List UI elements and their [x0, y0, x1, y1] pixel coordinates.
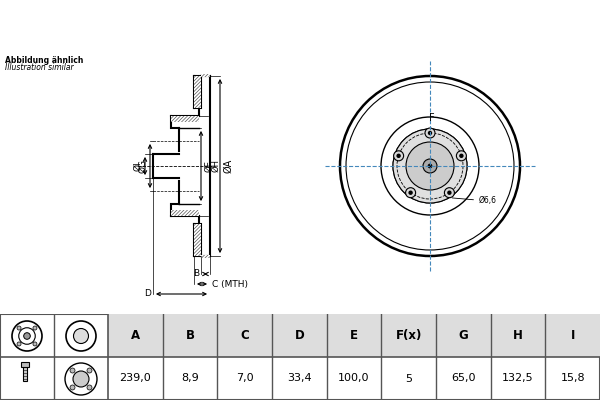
Text: ØI: ØI [133, 161, 142, 171]
Circle shape [428, 164, 432, 168]
Text: D: D [295, 329, 304, 342]
Text: Ø6,6: Ø6,6 [452, 196, 497, 206]
Text: C (MTH): C (MTH) [212, 280, 248, 288]
Text: B: B [193, 270, 199, 278]
Text: Abbildung ähnlich: Abbildung ähnlich [5, 56, 83, 65]
Circle shape [425, 128, 435, 138]
Text: F(x): F(x) [395, 329, 422, 342]
Text: ØH: ØH [211, 160, 220, 172]
Bar [171, 210, 199, 216]
Text: ØE: ØE [204, 160, 213, 172]
Circle shape [87, 385, 92, 390]
Text: 15,8: 15,8 [560, 374, 585, 384]
Text: 33,4: 33,4 [287, 374, 311, 384]
Circle shape [17, 326, 21, 330]
FancyBboxPatch shape [21, 362, 29, 367]
Bar [194, 76, 201, 108]
Text: 100,0: 100,0 [338, 374, 370, 384]
Text: 8,9: 8,9 [181, 374, 199, 384]
Text: Illustration similar: Illustration similar [5, 63, 74, 72]
Text: G: G [458, 329, 468, 342]
Text: 409133: 409133 [391, 16, 473, 36]
Text: C: C [240, 329, 249, 342]
Text: E: E [350, 329, 358, 342]
Circle shape [74, 328, 89, 344]
Circle shape [406, 188, 416, 198]
Text: 24.0109-0133.1: 24.0109-0133.1 [154, 16, 326, 36]
Bar [171, 116, 199, 122]
Text: 5: 5 [405, 374, 412, 384]
Circle shape [70, 368, 75, 373]
Text: A: A [131, 329, 140, 342]
Text: ØG: ØG [138, 159, 147, 173]
Text: B: B [185, 329, 194, 342]
Bar [194, 224, 201, 256]
Text: D: D [144, 290, 151, 298]
Text: 65,0: 65,0 [451, 374, 476, 384]
Text: F: F [429, 113, 435, 123]
Circle shape [406, 142, 454, 190]
Text: 132,5: 132,5 [502, 374, 534, 384]
Circle shape [423, 159, 437, 173]
Circle shape [445, 188, 454, 198]
Bar [108, 314, 600, 357]
Bar [201, 74, 210, 77]
Circle shape [457, 151, 466, 161]
Circle shape [87, 368, 92, 373]
Text: 239,0: 239,0 [119, 374, 151, 384]
Circle shape [448, 191, 451, 194]
Circle shape [24, 333, 30, 339]
Circle shape [33, 326, 37, 330]
Text: H: H [513, 329, 523, 342]
Circle shape [394, 151, 404, 161]
Circle shape [428, 132, 431, 134]
Circle shape [460, 154, 463, 157]
Text: 7,0: 7,0 [236, 374, 253, 384]
Circle shape [70, 385, 75, 390]
Circle shape [33, 342, 37, 346]
Bar [201, 255, 210, 258]
Circle shape [409, 191, 412, 194]
Text: I: I [571, 329, 575, 342]
Circle shape [397, 154, 400, 157]
Circle shape [17, 342, 21, 346]
Circle shape [73, 371, 89, 387]
Text: ØA: ØA [223, 159, 233, 173]
Circle shape [393, 129, 467, 203]
FancyBboxPatch shape [23, 365, 27, 381]
